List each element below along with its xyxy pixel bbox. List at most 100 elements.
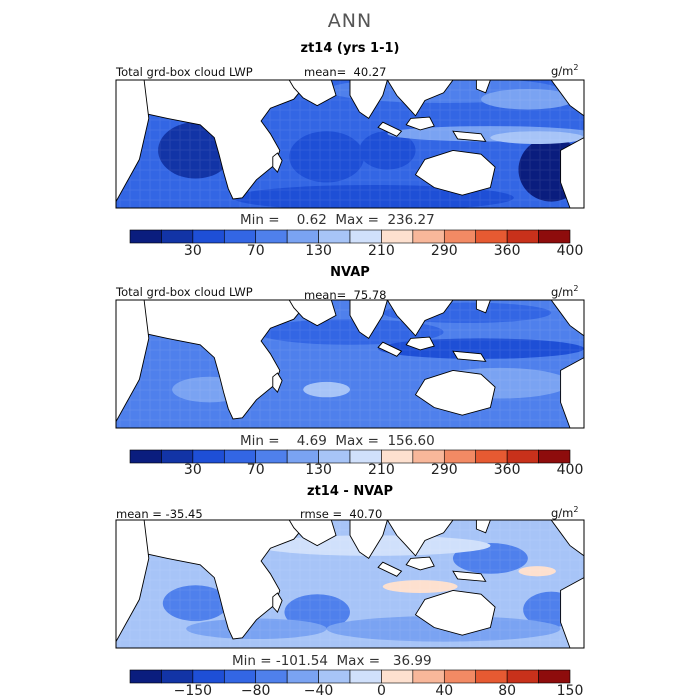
colorbar-2 bbox=[129, 449, 571, 464]
panel-3-title: zt14 - NVAP bbox=[307, 484, 393, 499]
land-namerica bbox=[550, 300, 584, 337]
colorbar-swatch bbox=[192, 229, 225, 244]
land-newguinea bbox=[452, 570, 487, 582]
colorbar-swatch bbox=[318, 229, 351, 244]
land-india bbox=[349, 300, 388, 340]
panel-1-title: zt14 (yrs 1-1) bbox=[300, 41, 400, 56]
panel-1-units: g/m2 bbox=[551, 63, 579, 78]
map-panel-1 bbox=[115, 79, 585, 209]
colorbar-swatch bbox=[475, 669, 508, 684]
colorbar-swatch bbox=[506, 229, 539, 244]
colorbar-tick-label: 360 bbox=[493, 462, 521, 478]
land-sam_east bbox=[560, 357, 584, 428]
colorbar-swatch bbox=[349, 669, 382, 684]
colorbar-swatch bbox=[255, 669, 288, 684]
land-sumatra bbox=[377, 341, 403, 357]
colorbar-tick-label: 0 bbox=[376, 683, 386, 699]
land-samerica bbox=[116, 520, 150, 643]
land-newguinea bbox=[452, 130, 487, 142]
panel-2-title: NVAP bbox=[330, 265, 370, 280]
colorbar-tick-label: 290 bbox=[430, 462, 458, 478]
colorbar-swatch bbox=[129, 449, 162, 464]
land-samerica bbox=[116, 300, 150, 423]
land-australia bbox=[414, 369, 496, 416]
colorbar-tick-label: 70 bbox=[246, 462, 265, 478]
land-samerica bbox=[116, 80, 150, 203]
land-seasia bbox=[386, 80, 454, 117]
colorbar-1 bbox=[129, 229, 571, 244]
colorbar-swatch bbox=[255, 229, 288, 244]
main-title: ANN bbox=[327, 10, 373, 32]
land-japan bbox=[475, 520, 491, 534]
colorbar-swatch bbox=[538, 229, 571, 244]
land-madagascar bbox=[272, 152, 283, 174]
panel-2-mean: mean= 75.78 bbox=[304, 288, 387, 302]
colorbar-tick-label: 130 bbox=[305, 462, 332, 478]
colorbar-swatch bbox=[443, 229, 477, 244]
colorbar-swatch bbox=[443, 669, 477, 684]
colorbar-tick-label: 400 bbox=[556, 462, 584, 478]
colorbar-tick-label: −150 bbox=[173, 683, 213, 699]
panel-2-units: g/m2 bbox=[551, 284, 579, 299]
colorbar-tick-label: −40 bbox=[303, 683, 334, 699]
land-sam_east bbox=[560, 577, 584, 648]
land-borneo bbox=[405, 336, 435, 351]
land-sumatra bbox=[377, 121, 403, 137]
colorbar-swatch bbox=[412, 669, 445, 684]
colorbar-swatch bbox=[475, 229, 508, 244]
colorbar-swatch bbox=[506, 669, 539, 684]
colorbar-swatch bbox=[318, 669, 351, 684]
land-japan bbox=[475, 300, 491, 314]
map-panel-2 bbox=[115, 299, 585, 429]
land-africa bbox=[124, 300, 304, 420]
colorbar-swatch bbox=[412, 229, 445, 244]
land-seasia bbox=[386, 520, 454, 557]
colorbar-swatch bbox=[192, 669, 225, 684]
colorbar-swatch bbox=[223, 669, 257, 684]
land-australia bbox=[414, 589, 496, 636]
land-namerica bbox=[550, 80, 584, 117]
colorbar-tick-label: 360 bbox=[493, 243, 521, 259]
land-arabia bbox=[288, 300, 337, 327]
map-frame bbox=[115, 79, 585, 209]
panel-1-min-max: Min = 0.62 Max = 236.27 bbox=[240, 212, 435, 228]
colorbar-tick-label: 210 bbox=[368, 462, 395, 478]
land-arabia bbox=[288, 520, 337, 547]
colorbar-tick-label: 30 bbox=[183, 462, 202, 478]
land-australia bbox=[414, 149, 496, 196]
panel-3-units: g/m2 bbox=[551, 505, 579, 520]
colorbar-tick-label: 70 bbox=[246, 243, 265, 259]
colorbar-tick-label: 150 bbox=[556, 683, 584, 699]
land-madagascar bbox=[272, 592, 283, 614]
land-borneo bbox=[405, 556, 435, 571]
land-india bbox=[349, 80, 388, 120]
colorbar-tick-label: 30 bbox=[183, 243, 202, 259]
land-seasia bbox=[386, 300, 454, 337]
panel-2-field-label: Total grd-box cloud LWP bbox=[116, 285, 253, 299]
colorbar-swatch bbox=[161, 229, 194, 244]
land-japan bbox=[475, 80, 491, 94]
colorbar-swatch bbox=[381, 229, 414, 244]
land-sam_east bbox=[560, 137, 584, 208]
panel-2-min-max: Min = 4.69 Max = 156.60 bbox=[240, 433, 435, 449]
panel-3-mean: mean = -35.45 bbox=[116, 507, 203, 521]
colorbar-swatch bbox=[129, 669, 162, 684]
land-sumatra bbox=[377, 561, 403, 577]
land-madagascar bbox=[272, 372, 283, 394]
colorbar-swatch bbox=[161, 669, 194, 684]
land-arabia bbox=[288, 80, 337, 107]
land-newguinea bbox=[452, 350, 487, 362]
colorbar-3 bbox=[129, 669, 571, 684]
panel-1-mean: mean= 40.27 bbox=[304, 65, 387, 79]
colorbar-tick-label: 40 bbox=[435, 683, 454, 699]
colorbar-swatch bbox=[223, 229, 257, 244]
colorbar-swatch bbox=[129, 229, 162, 244]
colorbar-swatch bbox=[538, 449, 571, 464]
land-namerica bbox=[550, 520, 584, 557]
colorbar-swatch bbox=[538, 669, 571, 684]
colorbar-swatch bbox=[381, 669, 414, 684]
colorbar-swatch bbox=[286, 229, 319, 244]
land-africa bbox=[124, 80, 304, 200]
colorbar-swatch bbox=[286, 669, 319, 684]
